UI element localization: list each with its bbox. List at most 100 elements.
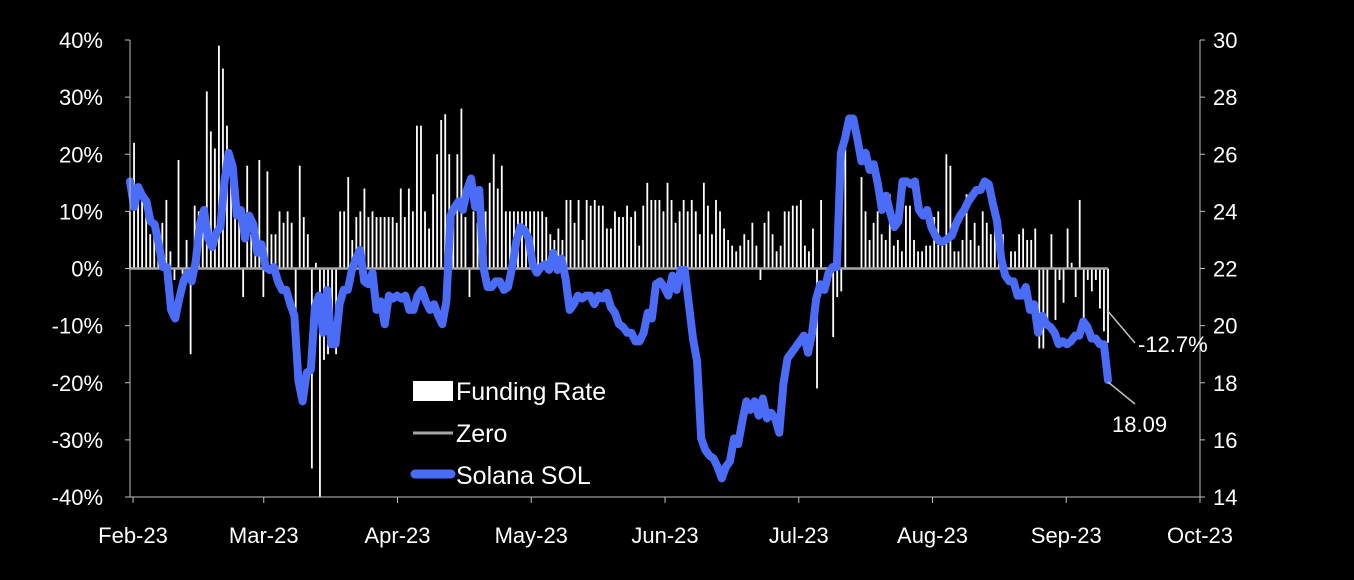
left-axis-ticks: 40% 30% 20% 10% 0% -10% -20% -30% -40% — [52, 28, 130, 510]
funding-rate-bar — [355, 217, 358, 269]
funding-rate-bar — [258, 159, 261, 269]
funding-rate-bar — [929, 245, 932, 269]
funding-rate-bar — [504, 211, 507, 269]
funding-rate-bar — [1086, 268, 1089, 280]
funding-rate-bar — [593, 199, 596, 269]
funding-rate-bar — [428, 228, 430, 269]
annotation-sol-value: 18.09 — [1112, 412, 1167, 437]
funding-rate-bar — [638, 245, 641, 269]
funding-rate-bar — [1082, 268, 1085, 320]
funding-rate-bar — [343, 211, 346, 269]
left-tick-label: -40% — [52, 485, 103, 510]
funding-rate-bar — [298, 165, 301, 269]
funding-rate-bar — [876, 211, 879, 269]
funding-rate-bar — [561, 239, 564, 269]
funding-rate-bar — [496, 188, 499, 269]
funding-rate-bar — [411, 211, 414, 269]
funding-rate-bar — [1010, 251, 1012, 269]
left-tick-label: 20% — [59, 142, 103, 167]
funding-rate-bar — [872, 222, 875, 269]
funding-rate-bar — [650, 199, 653, 269]
funding-rate-bar — [581, 239, 584, 269]
funding-rate-bar — [573, 222, 576, 269]
funding-rate-bar — [1078, 199, 1081, 269]
funding-rate-bar — [783, 211, 786, 269]
funding-rate-bar — [949, 165, 952, 269]
funding-rate-bar — [969, 239, 972, 269]
left-tick-label: -10% — [52, 314, 103, 339]
funding-rate-bar — [690, 199, 693, 269]
funding-rate-bar — [379, 217, 382, 269]
funding-rate-bar — [185, 239, 188, 269]
funding-rate-bar — [141, 188, 144, 269]
legend-label-solana-sol: Solana SOL — [456, 462, 591, 490]
funding-rate-bar — [658, 199, 661, 269]
funding-rate-bar — [925, 245, 928, 269]
funding-rate-bar — [961, 239, 964, 269]
funding-rate-bar — [440, 119, 443, 269]
funding-rate-bar — [387, 217, 390, 269]
funding-rate-bar — [646, 182, 649, 269]
x-tick-label: Mar-23 — [229, 523, 299, 548]
right-tick-label: 16 — [1213, 428, 1237, 453]
x-tick-label: May-23 — [495, 523, 568, 548]
funding-rate-bar — [880, 234, 883, 269]
funding-rate-bar — [375, 217, 378, 269]
funding-rate-bar — [977, 245, 980, 269]
funding-rate-bar — [860, 177, 863, 269]
left-tick-label: 40% — [59, 28, 103, 53]
funding-rate-bar — [751, 222, 754, 269]
funding-rate-bar — [953, 251, 956, 269]
funding-rate-bar — [407, 188, 410, 269]
funding-rate-bar — [622, 217, 624, 269]
funding-rate-bar — [363, 188, 366, 269]
funding-rate-bar — [670, 199, 673, 269]
funding-rate-bar — [686, 211, 689, 269]
funding-rate-bar — [577, 199, 580, 269]
funding-rate-bar — [181, 268, 184, 275]
funding-rate-bar — [775, 251, 778, 269]
funding-rate-bar — [1094, 268, 1097, 280]
funding-rate-bar — [917, 251, 919, 269]
right-tick-label: 28 — [1213, 85, 1237, 110]
funding-rate-bar — [153, 222, 156, 269]
left-tick-label: -30% — [52, 428, 103, 453]
funding-rate-bar — [492, 154, 495, 269]
x-tick-label: Jul-23 — [769, 523, 829, 548]
right-tick-label: 14 — [1213, 485, 1237, 510]
funding-rate-bar — [666, 182, 669, 269]
funding-rate-bar — [723, 228, 725, 269]
right-tick-label: 24 — [1213, 199, 1237, 224]
funding-rate-bar — [727, 239, 730, 269]
funding-rate-bar — [351, 239, 354, 269]
funding-rate-bar — [137, 199, 139, 269]
funding-rate-bar — [864, 211, 867, 269]
funding-rate-bar — [213, 148, 216, 269]
funding-rate-bar — [391, 217, 394, 269]
funding-rate-bar — [286, 211, 289, 269]
funding-rate-bar — [1099, 268, 1101, 309]
funding-rate-bar — [755, 245, 758, 269]
funding-rate-bar — [250, 234, 253, 269]
funding-rate-bar — [278, 211, 281, 269]
funding-rate-bar — [209, 131, 212, 269]
funding-rate-bar — [771, 234, 774, 269]
funding-rate-bar — [541, 211, 544, 269]
funding-rate-bar — [614, 211, 616, 269]
x-tick-label: Sep-23 — [1031, 523, 1102, 548]
funding-rate-bar — [630, 217, 633, 269]
funding-rate-bar — [399, 188, 402, 269]
funding-rate-bar — [201, 222, 204, 269]
funding-rate-bar — [808, 251, 810, 269]
right-tick-label: 20 — [1213, 314, 1237, 339]
funding-rate-bar — [472, 211, 475, 269]
legend-label-zero: Zero — [456, 420, 507, 448]
funding-rate-bar — [965, 194, 968, 269]
annotations: -12.7% 18.09 — [1106, 309, 1208, 437]
funding-rate-bar — [173, 268, 176, 280]
funding-rate-bar — [521, 211, 523, 269]
funding-rate-bar — [735, 251, 738, 269]
annotation-leader-sol — [1107, 381, 1136, 405]
funding-rate-bar — [654, 199, 657, 269]
funding-rate-bar — [242, 268, 245, 298]
